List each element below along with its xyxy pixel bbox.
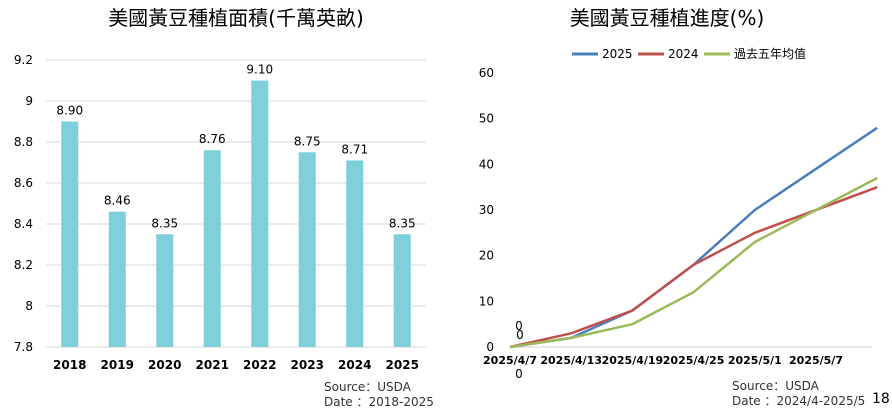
zero-label-3: 0 <box>515 367 523 381</box>
line-x-tick: 2025/4/13 <box>540 354 602 367</box>
legend-item-5yr-avg: 過去五年均值 <box>704 46 806 61</box>
bar-y-axis: 7.8 8 8.2 8.4 8.6 8.8 9 9.2 <box>14 53 33 354</box>
bar-value-label: 9.10 <box>246 63 273 77</box>
bar-2019 <box>108 211 126 347</box>
bar-y-tick: 9 <box>25 94 33 108</box>
legend-label-2024: 2024 <box>668 47 699 61</box>
legend-item-2025: 2025 <box>572 47 633 61</box>
line-y-tick: 30 <box>479 203 494 217</box>
line-x-tick: 2025/4/7 <box>483 354 537 367</box>
bar-chart-title: 美國黃豆種植面積(千萬英畝) <box>108 6 364 30</box>
bar-2022 <box>251 80 269 347</box>
bar-x-tick: 2021 <box>196 358 229 372</box>
bar-2023 <box>298 152 316 347</box>
legend-item-2024: 2024 <box>638 47 699 61</box>
line-x-tick: 2025/5/1 <box>728 354 782 367</box>
bar-x-tick: 2020 <box>148 358 181 372</box>
line-x-tick: 2025/4/25 <box>663 354 725 367</box>
bar-value-label: 8.90 <box>56 104 83 118</box>
bar-2024 <box>346 160 364 347</box>
bar-value-label: 8.46 <box>104 194 131 208</box>
line-y-tick: 20 <box>479 249 494 263</box>
bar-series <box>61 80 411 347</box>
bar-value-label: 8.76 <box>199 132 226 146</box>
page-number: 18 <box>872 391 890 407</box>
line-y-tick: 60 <box>479 66 494 80</box>
line-source-note: Source：USDA <box>732 379 820 393</box>
line-y-tick: 40 <box>479 157 494 171</box>
bar-x-tick: 2019 <box>101 358 134 372</box>
line-date-note: Date ：2024/4-2025/5 <box>732 394 865 408</box>
bar-y-tick: 8.2 <box>14 258 33 272</box>
line-2024 <box>509 186 878 349</box>
bar-2021 <box>203 150 221 347</box>
line-chart-title: 美國黃豆種植進度(%) <box>570 6 765 30</box>
bar-date-note: Date ：2018-2025 <box>324 395 434 409</box>
zero-label-2: 0 <box>516 328 524 342</box>
planting-progress-line-chart: 美國黃豆種植進度(%) 2025 2024 過去五年均值 0 10 20 30 40 50… <box>479 6 878 408</box>
line-legend: 2025 2024 過去五年均值 <box>572 46 806 61</box>
bar-y-tick: 8.6 <box>14 176 33 190</box>
line-y-tick: 50 <box>479 112 494 126</box>
bar-x-axis: 2018 2019 2020 2021 2022 2023 2024 2025 <box>53 358 419 372</box>
zero-label-1: 0 <box>515 319 523 333</box>
line-x-axis: 2025/4/7 2025/4/13 2025/4/19 2025/4/25 2025/… <box>483 354 843 367</box>
bar-x-tick: 2022 <box>243 358 276 372</box>
bar-y-tick: 8.8 <box>14 135 33 149</box>
bar-y-tick: 8.4 <box>14 217 33 231</box>
bar-2025 <box>393 234 411 347</box>
bar-x-tick: 2024 <box>338 358 371 372</box>
bar-2020 <box>156 234 174 347</box>
legend-label-5yr-avg: 過去五年均值 <box>734 46 806 61</box>
line-x-tick: 2025/4/19 <box>602 354 664 367</box>
bar-value-label: 8.75 <box>294 134 321 148</box>
acreage-bar-chart: 美國黃豆種植面積(千萬英畝) 7.8 8 8.2 8.4 8.6 8.8 9 9.2 8.90… <box>14 6 434 409</box>
bar-x-tick: 2018 <box>53 358 86 372</box>
bar-y-tick: 7.8 <box>14 340 33 354</box>
bar-source-note: Source：USDA <box>324 380 412 394</box>
bar-value-label: 8.35 <box>389 216 416 230</box>
bar-x-tick: 2023 <box>291 358 324 372</box>
line-x-tick: 2025/5/7 <box>789 354 843 367</box>
bar-y-tick: 8 <box>25 299 33 313</box>
bar-value-labels: 8.90 8.46 8.35 8.76 9.10 8.75 8.71 8.35 <box>56 63 415 231</box>
line-5yr-avg <box>509 176 878 349</box>
bar-value-label: 8.35 <box>151 216 178 230</box>
line-y-tick: 10 <box>479 294 494 308</box>
line-y-axis: 0 10 20 30 40 50 60 <box>479 66 494 354</box>
bar-x-tick: 2025 <box>386 358 419 372</box>
legend-label-2025: 2025 <box>602 47 633 61</box>
line-y-tick: 0 <box>486 340 494 354</box>
bar-y-tick: 9.2 <box>14 53 33 67</box>
bar-value-label: 8.71 <box>341 142 368 156</box>
line-series-group <box>509 126 878 349</box>
bar-2018 <box>61 121 79 347</box>
line-2025 <box>509 126 878 349</box>
